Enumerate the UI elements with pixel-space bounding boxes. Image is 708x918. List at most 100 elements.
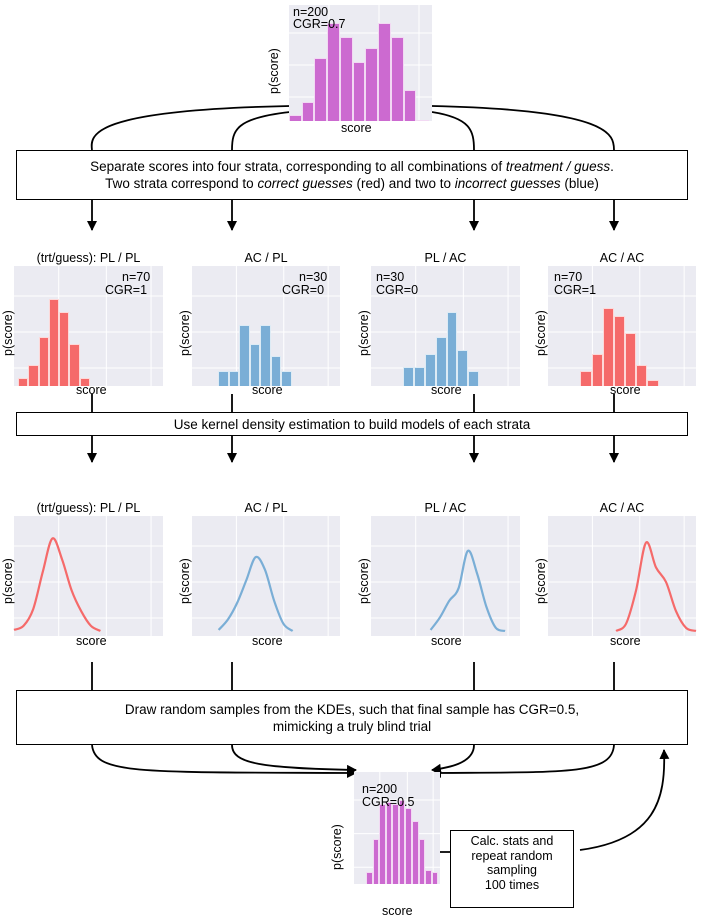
plot-grid [14, 516, 163, 636]
strata-xlabel-2: score [252, 383, 283, 397]
strata-4-bar-9 [647, 379, 659, 386]
kde-title-1: (trt/guess): PL / PL [36, 501, 141, 515]
top-ylabel: p(score) [267, 48, 281, 94]
strata-3-bar-4 [413, 366, 425, 386]
strata-1-bar-3 [38, 337, 49, 386]
strata-4-bar-4 [591, 354, 603, 386]
top-histogram-bar-6 [352, 61, 366, 121]
bottom-histogram-bar-6 [398, 799, 406, 884]
strata-cgr-1: CGR=1 [105, 283, 148, 297]
bottom-histogram-bar-2 [372, 838, 380, 884]
strata-n-4: n=70 [554, 270, 583, 284]
kde-box-text: Use kernel density estimation to build m… [173, 416, 531, 432]
strata-4-bar-3 [580, 371, 592, 386]
kde-curve-2-line [217, 555, 294, 632]
top-histogram-bar-2 [301, 101, 315, 121]
kde-curve-4-line [615, 541, 697, 633]
split-box-line1: Separate scores into four strata, corres… [90, 158, 614, 175]
kde-plot-4 [548, 516, 697, 636]
kde-curve-1-line [13, 537, 101, 632]
arrow-calc-loop [579, 749, 670, 851]
top-histogram-bar-4 [327, 23, 340, 121]
strata-xlabel-4: score [610, 383, 641, 397]
plot-grid [192, 516, 340, 636]
strata-4-bar-8 [636, 364, 648, 386]
split-text-1a: Separate scores into four strata, corres… [90, 159, 506, 174]
calc-text-5: 100 times [484, 877, 540, 892]
kde-curve-3-line [429, 549, 506, 633]
strata-title-2: AC / PL [244, 251, 288, 265]
strata-cgr-3: CGR=0 [376, 283, 419, 297]
strata-histogram-1 [14, 266, 163, 386]
top-histogram-bar-9 [390, 37, 404, 121]
top-histogram-bar-10 [403, 90, 417, 121]
bottom-xlabel: score [382, 904, 413, 918]
split-text-1em: treatment / guess [505, 159, 611, 174]
bottom-cgr-label: CGR=0.5 [362, 795, 415, 809]
strata-ylabel-3: p(score) [357, 310, 371, 356]
top-histogram-bar-3 [314, 57, 328, 121]
strata-ylabel-2: p(score) [178, 310, 192, 356]
bottom-histogram-bar-3 [379, 803, 386, 884]
bottom-histogram-bar-9 [418, 838, 426, 884]
strata-title-4: AC / AC [599, 251, 645, 265]
bottom-ylabel: p(score) [330, 824, 344, 870]
calc-text-4: sampling [486, 863, 538, 877]
strata-2-bar-4 [249, 343, 261, 386]
strata-1-bar-7 [79, 377, 90, 386]
arrow-draw-2 [231, 744, 357, 775]
plot-grid [548, 516, 696, 636]
plot-grid [192, 266, 340, 386]
calc-repeat-box: Calc. stats and repeat random sampling 1… [450, 830, 574, 908]
strata-cgr-2: CGR=0 [282, 283, 325, 297]
plot-grid [548, 266, 696, 386]
kde-box: Use kernel density estimation to build m… [16, 412, 688, 436]
split-text-2a: Two strata correspond to [105, 176, 258, 191]
split-text-2em2: incorrect guesses [454, 176, 561, 191]
calc-text-1: Calc. stats [470, 834, 529, 848]
bottom-histogram-bar-4 [385, 801, 393, 884]
split-text-2em1: correct guesses [257, 176, 353, 191]
arrow-draw-3 [431, 744, 475, 774]
split-text-2b: (red) and two to [352, 176, 455, 191]
strata-1-bar-5 [59, 311, 70, 386]
strata-2-bar-6 [270, 356, 282, 386]
strata-1-bar-4 [48, 299, 60, 386]
kde-plot-3 [371, 516, 520, 636]
calc-text-2: and [532, 834, 554, 848]
connector-top-3 [431, 111, 475, 151]
strata-ylabel-1: p(score) [1, 310, 15, 356]
split-box-line2: Two strata correspond to correct guesses… [105, 175, 599, 192]
connector-top-2 [231, 111, 291, 151]
bottom-histogram-bar-10 [425, 870, 432, 884]
kde-curve-2-svg [217, 555, 294, 632]
kde-plot-1 [13, 516, 163, 636]
kde-ylabel-2: p(score) [178, 558, 192, 604]
bottom-n-label: n=200 [362, 782, 398, 796]
split-text-2c: (blue) [560, 176, 599, 191]
strata-4-bar-7 [625, 333, 637, 386]
split-text-1b: . [610, 159, 614, 174]
kde-plot-2 [192, 516, 340, 636]
strata-4-bar-6 [613, 316, 626, 386]
calc-line-1: Calc. stats and [451, 834, 573, 849]
strata-title-1: (trt/guess): PL / PL [36, 251, 141, 265]
top-xlabel: score [341, 121, 372, 135]
strata-2-bar-7 [281, 371, 292, 386]
strata-xlabel-3: score [431, 383, 462, 397]
strata-histogram-4 [548, 266, 696, 386]
strata-3-bar-8 [457, 349, 469, 386]
draw-samples-box: Draw random samples from the KDEs, such … [16, 690, 688, 745]
top-n-label: n=200 [293, 5, 329, 19]
top-histogram [289, 5, 432, 121]
plot-grid [371, 266, 520, 386]
strata-1-bar-1 [18, 377, 29, 386]
strata-4-bar-5 [602, 307, 614, 386]
strata-3-bar-7 [446, 311, 458, 386]
strata-3-bar-6 [435, 337, 447, 386]
top-histogram-bar-1 [289, 114, 302, 121]
bottom-histogram-bar-5 [392, 803, 399, 884]
calc-text-3: repeat random [471, 848, 553, 863]
